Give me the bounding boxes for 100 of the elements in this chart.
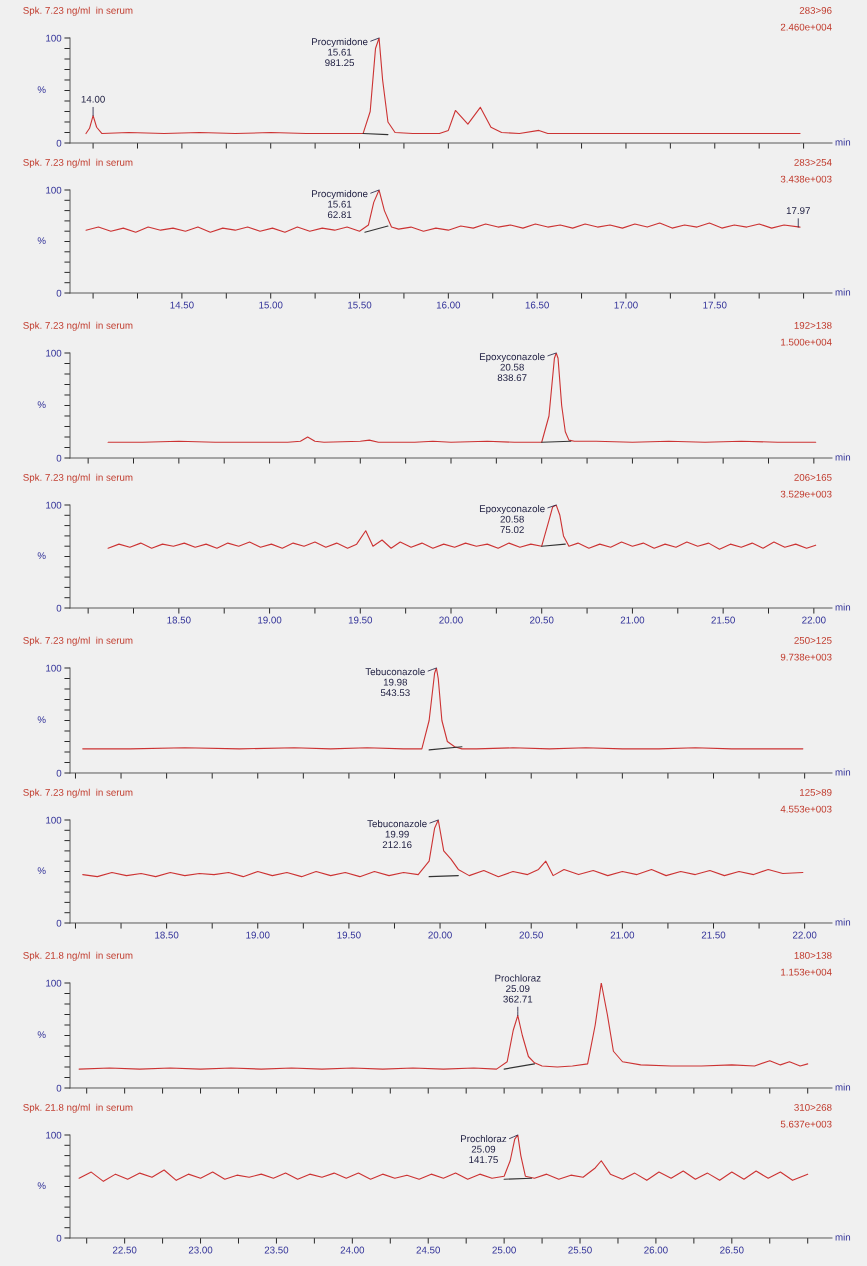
- x-tick-label: 23.50: [264, 1246, 289, 1254]
- text: 283>254: [794, 158, 832, 166]
- y-tick-label: 0: [56, 1234, 62, 1242]
- x-axis-title: min: [835, 138, 851, 146]
- chart-title: Spk. 21.8 ng/ml in serum: [23, 1103, 133, 1113]
- text: 310>268: [794, 1103, 832, 1111]
- text: 125>89: [800, 788, 832, 796]
- annotation: Tebuconazole 19.99 212.16: [367, 820, 427, 849]
- text: 250>125: [794, 636, 832, 644]
- text: 192>138: [794, 321, 832, 329]
- text: 1.153e+004: [781, 968, 832, 976]
- chart-title: Spk. 7.23 ng/ml in serum: [23, 636, 133, 646]
- x-tick-label: 25.50: [568, 1246, 592, 1254]
- x-tick-label: 16.00: [436, 301, 461, 309]
- line-series: [82, 820, 804, 878]
- x-tick-label: 19.00: [246, 931, 270, 939]
- x-tick-label: 20.50: [530, 616, 554, 624]
- y-tick-label: 100: [46, 816, 62, 824]
- line-series: [107, 353, 817, 443]
- x-tick-label: 22.50: [112, 1246, 137, 1254]
- x-axis-title: min: [835, 918, 851, 926]
- y-axis-title: %: [37, 237, 46, 245]
- x-tick-label: 19.50: [337, 931, 361, 939]
- x-tick-label: 23.00: [188, 1246, 213, 1254]
- x-tick-label: 21.50: [711, 616, 735, 624]
- y-axis-title: %: [37, 716, 46, 724]
- x-tick-label: 25.00: [492, 1246, 516, 1254]
- x-tick-label: 18.50: [167, 616, 191, 624]
- text: 2.460e+004: [780, 23, 832, 31]
- text: 9.738e+003: [780, 653, 832, 661]
- y-tick-label: 100: [46, 1131, 62, 1139]
- y-tick-label: 100: [46, 979, 62, 987]
- x-tick-label: 19.50: [348, 616, 373, 624]
- line-series: [107, 504, 817, 550]
- x-tick-label: 24.50: [416, 1246, 441, 1254]
- x-tick-label: 20.00: [428, 931, 452, 939]
- x-tick-label: 18.50: [155, 931, 179, 939]
- y-axis-title: %: [37, 1031, 46, 1039]
- line-series: [82, 668, 804, 750]
- x-tick-label: 24.00: [340, 1246, 365, 1254]
- text: 5.637e+003: [780, 1120, 832, 1128]
- x-tick-label: 17.50: [703, 301, 727, 309]
- x-tick-label: 20.00: [439, 616, 463, 624]
- x-tick-label: 16.50: [525, 301, 549, 309]
- chart-title: Spk. 7.23 ng/ml in serum: [23, 788, 133, 798]
- y-tick-label: 0: [56, 769, 62, 777]
- text: 3.529e+003: [780, 490, 832, 498]
- annotation: Prochloraz 25.09 141.75: [461, 1135, 507, 1164]
- chart-title: Spk. 7.23 ng/ml in serum: [23, 158, 133, 168]
- x-axis-title: min: [835, 603, 851, 611]
- text: 3.438e+003: [780, 175, 832, 183]
- x-axis-title: min: [835, 1083, 851, 1091]
- chart-title: Spk. 7.23 ng/ml in serum: [23, 321, 133, 331]
- annotation: Prochloraz 25.09 362.71: [495, 974, 541, 1003]
- y-axis-title: %: [37, 867, 46, 875]
- y-tick-label: 100: [46, 349, 62, 357]
- line-series: [78, 1135, 809, 1182]
- y-tick-label: 0: [56, 454, 62, 462]
- x-tick-label: 21.50: [701, 931, 726, 939]
- text: 1.500e+004: [781, 338, 832, 346]
- x-tick-label: 26.50: [720, 1246, 744, 1254]
- x-tick-label: 17.00: [614, 301, 638, 309]
- annotation: Procymidone 15.61 62.81: [312, 190, 368, 219]
- line-series: [78, 983, 809, 1070]
- annotation: 14.00: [81, 95, 105, 103]
- x-tick-label: 22.00: [792, 931, 817, 939]
- x-tick-label: 19.00: [258, 616, 282, 624]
- y-tick-label: 0: [56, 139, 62, 147]
- text: 4.553e+003: [780, 805, 832, 813]
- x-tick-label: 22.00: [802, 616, 826, 624]
- y-axis-title: %: [37, 401, 46, 409]
- y-tick-label: 0: [56, 289, 62, 297]
- x-tick-label: 15.50: [348, 301, 372, 309]
- x-axis-title: min: [835, 288, 851, 296]
- x-axis-title: min: [835, 1233, 851, 1241]
- y-tick-label: 0: [56, 1084, 62, 1092]
- x-tick-label: 21.00: [620, 616, 645, 624]
- annotation: Epoxyconazole 20.58 838.67: [479, 353, 545, 382]
- y-tick-label: 100: [46, 501, 62, 509]
- chart-title: Spk. 7.23 ng/ml in serum: [23, 6, 133, 16]
- text: 206>165: [794, 473, 832, 481]
- annotation: Tebuconazole 19.98 543.53: [365, 668, 425, 697]
- text: 283>96: [799, 6, 832, 14]
- y-tick-label: 0: [56, 604, 62, 612]
- x-tick-label: 21.00: [610, 931, 635, 939]
- annotation: 17.97: [786, 207, 810, 215]
- chart-title: Spk. 7.23 ng/ml in serum: [23, 473, 133, 483]
- y-axis-title: %: [37, 86, 46, 94]
- y-tick-label: 100: [46, 186, 62, 194]
- text: 180>138: [794, 951, 832, 959]
- x-axis-title: min: [835, 453, 851, 461]
- x-axis-title: min: [835, 768, 851, 776]
- x-tick-label: 26.00: [644, 1246, 668, 1254]
- y-tick-label: 100: [46, 34, 62, 42]
- x-tick-label: 14.50: [170, 301, 194, 309]
- y-tick-label: 100: [46, 664, 62, 672]
- annotation: Procymidone 15.61 981.25: [312, 38, 368, 67]
- y-axis-title: %: [37, 1182, 46, 1190]
- annotation: Epoxyconazole 20.58 75.02: [479, 505, 545, 534]
- y-tick-label: 0: [56, 919, 62, 927]
